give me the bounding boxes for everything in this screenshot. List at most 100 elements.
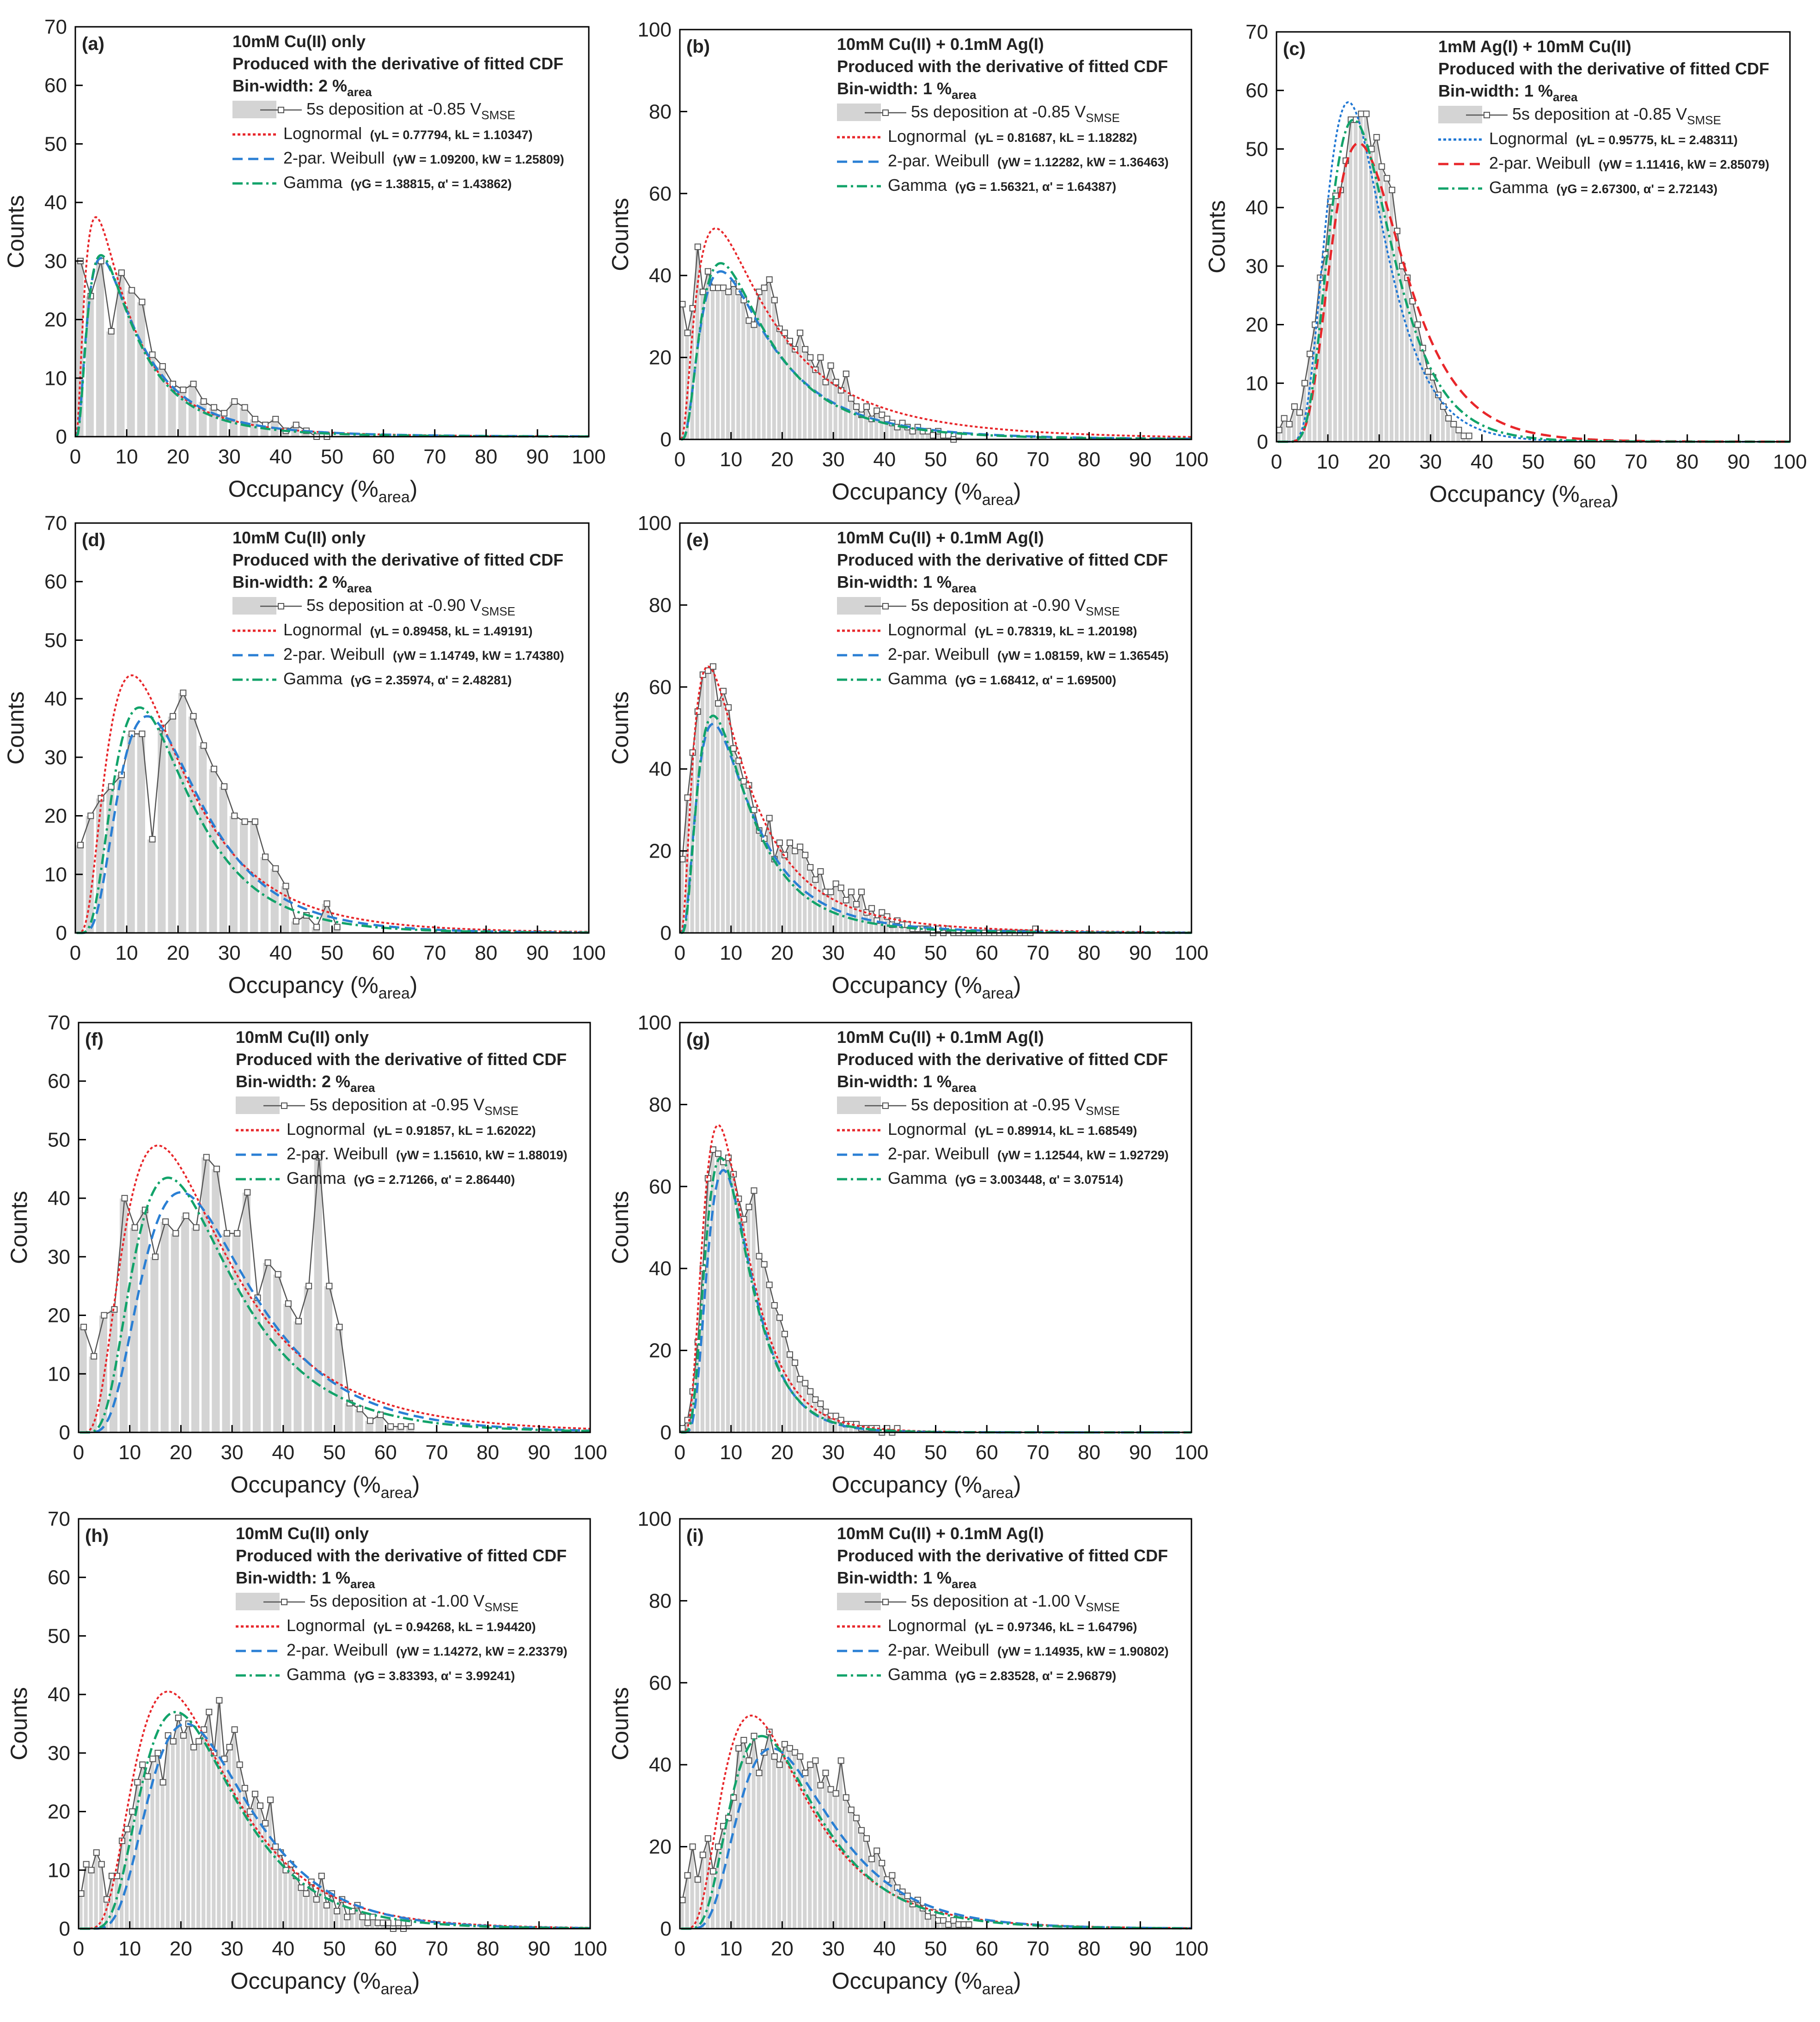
x-axis-title: Occupancy (%area) — [832, 1968, 1021, 1998]
panel-subtitle: Produced with the derivative of fitted C… — [1438, 59, 1769, 78]
data-point-marker — [817, 354, 824, 361]
histogram-bar — [268, 1799, 273, 1929]
panel-label: (c) — [1283, 39, 1306, 59]
histogram-bar — [823, 1772, 828, 1929]
x-axis-title-close: ) — [1611, 481, 1619, 507]
data-point-marker — [873, 1847, 880, 1854]
data-point-marker — [694, 244, 701, 250]
fit-curve-gamma — [76, 706, 589, 934]
y-tick-label: 40 — [649, 264, 672, 287]
data-point-marker — [745, 1757, 752, 1764]
x-tick-label: 90 — [1129, 1441, 1152, 1464]
y-tick-label: 50 — [48, 1128, 70, 1151]
legend-label: 5s deposition at -0.90 VSMSE — [306, 596, 515, 618]
panel-label: (b) — [686, 37, 710, 57]
histogram-bar — [201, 1729, 206, 1929]
y-tick-label: 10 — [44, 367, 67, 390]
data-point-marker — [720, 688, 727, 694]
legend-param: (γW = 1.11416, kW = 2.85079) — [1595, 158, 1769, 171]
bin-width-unit: % — [937, 572, 952, 591]
histogram-bar — [201, 1157, 210, 1433]
chart-panel-f: 0 10 20 30 40 50 60 70 80 90 100010203040506070Occ… — [6, 1011, 607, 1502]
x-tick-label: 100 — [1174, 1441, 1208, 1464]
legend-swatch-marker — [281, 1102, 287, 1109]
histogram-bar — [761, 838, 766, 933]
x-tick-label: 10 — [116, 942, 138, 964]
data-point-marker — [1414, 321, 1421, 328]
data-point-marker — [781, 1331, 788, 1338]
histogram-bar — [715, 287, 721, 440]
legend-label: 5s deposition at -0.85 VSMSE — [306, 99, 515, 122]
x-tick-label: 0 — [1271, 451, 1282, 473]
legend-param: (γW = 1.12544, kW = 1.92729) — [994, 1148, 1168, 1162]
data-point-marker — [781, 329, 788, 336]
data-point-marker — [945, 1921, 952, 1928]
legend-label: Gamma (γG = 2.35974, α' = 2.48281) — [283, 669, 512, 688]
legend-label: 2-par. Weibull (γW = 1.09200, kW = 1.258… — [283, 148, 564, 167]
data-point-marker — [1388, 187, 1395, 194]
data-point-marker — [336, 1323, 343, 1330]
legend-param: (γL = 0.89914, kL = 1.68549) — [971, 1124, 1137, 1138]
y-tick-label: 70 — [48, 1011, 70, 1034]
x-tick-label: 70 — [425, 1441, 448, 1464]
histogram-bar — [869, 1858, 874, 1929]
y-tick-label: 20 — [44, 309, 67, 331]
x-tick-label: 40 — [272, 1937, 294, 1960]
histogram-bar — [208, 407, 218, 437]
x-tick-label: 90 — [1129, 1937, 1152, 1960]
legend-label: 2-par. Weibull (γW = 1.14749, kW = 1.743… — [283, 645, 564, 664]
legend-label: Lognormal (γL = 0.91857, kL = 1.62022) — [287, 1120, 536, 1139]
histogram-bar — [776, 1764, 782, 1929]
x-tick-label: 0 — [674, 942, 685, 964]
histogram-bar — [823, 891, 828, 933]
histogram-bar — [188, 384, 197, 437]
data-point-marker — [282, 883, 289, 889]
data-point-marker — [295, 1318, 302, 1325]
histogram-bar — [242, 1192, 251, 1433]
histogram-bar — [756, 830, 761, 933]
histogram-bar — [88, 1870, 93, 1929]
histogram-bar — [756, 1772, 761, 1929]
data-point-marker — [725, 704, 732, 711]
legend-param: (γL = 0.78319, kL = 1.20198) — [971, 624, 1137, 638]
data-point-marker — [366, 1417, 373, 1424]
y-tick-label: 20 — [649, 1340, 672, 1362]
data-point-marker — [853, 1815, 860, 1821]
histogram-bar — [792, 1752, 797, 1929]
y-tick-label: 0 — [56, 426, 67, 448]
data-point-marker — [231, 1726, 238, 1733]
data-point-marker — [689, 1843, 696, 1850]
y-tick-label: 60 — [44, 74, 67, 97]
data-point-marker — [853, 403, 860, 410]
x-tick-label: 30 — [218, 445, 241, 468]
data-point-marker — [241, 404, 248, 411]
x-tick-label: 10 — [720, 1937, 742, 1960]
histogram-bar — [191, 1747, 196, 1929]
legend-swatch-marker — [278, 107, 284, 113]
legend-label: Lognormal (γL = 0.94268, kL = 1.94420) — [287, 1616, 536, 1635]
histogram-bar — [1384, 178, 1389, 442]
histogram-bar — [695, 1879, 700, 1929]
legend-label-sub: SMSE — [1086, 604, 1120, 618]
histogram-bar — [88, 1356, 98, 1433]
y-tick-label: 80 — [649, 1590, 672, 1612]
data-point-marker — [303, 1890, 310, 1897]
data-point-marker — [761, 284, 768, 291]
panel-title: 10mM Cu(II) + 0.1mM Ag(I) — [837, 1524, 1044, 1543]
histogram-bar — [864, 1838, 869, 1929]
legend-param: (γL = 0.94268, kL = 1.94420) — [370, 1620, 536, 1634]
data-point-marker — [213, 1165, 220, 1172]
bin-width-sub: area — [350, 1577, 375, 1591]
legend-label: 5s deposition at -0.85 VSMSE — [1512, 104, 1721, 127]
x-tick-label: 90 — [1129, 942, 1152, 964]
x-tick-label: 50 — [924, 448, 947, 471]
histogram-bar — [761, 1264, 766, 1433]
y-tick-label: 70 — [1246, 21, 1268, 43]
legend-param: (γG = 3.83393, α' = 3.99241) — [350, 1669, 515, 1683]
y-tick-label: 20 — [649, 347, 672, 369]
data-point-marker — [684, 329, 691, 336]
y-tick-label: 40 — [44, 688, 67, 710]
data-point-marker — [858, 889, 865, 895]
bin-width-unit: % — [937, 79, 952, 98]
data-point-marker — [965, 1921, 972, 1928]
